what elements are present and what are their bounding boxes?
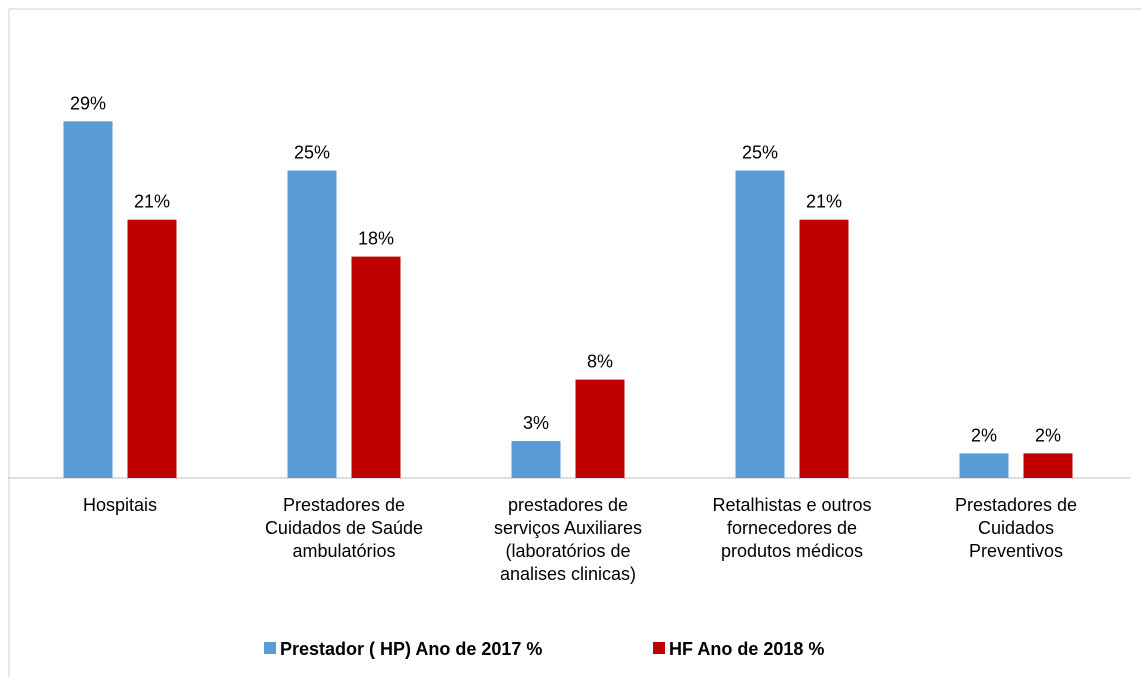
x-tick-label: Hospitais — [82, 495, 158, 515]
value-label: 29% — [70, 93, 106, 113]
value-label: 21% — [134, 192, 170, 212]
value-label: 3% — [523, 413, 549, 433]
chart-frame — [8, 8, 1141, 677]
bar — [511, 441, 561, 478]
value-label: 2% — [971, 425, 997, 445]
x-tick-label: Prestadores de Cuidados de Saúde ambulat… — [264, 495, 424, 561]
value-label: 2% — [1035, 425, 1061, 445]
bar — [351, 256, 401, 478]
value-label: 18% — [358, 229, 394, 249]
legend-label: HF Ano de 2018 % — [669, 639, 824, 659]
bar — [575, 379, 625, 478]
legend-label: Prestador ( HP) Ano de 2017 % — [280, 639, 542, 659]
value-label: 25% — [294, 143, 330, 163]
x-tick-label: Retalhistas e outros fornecedores de pro… — [712, 495, 872, 561]
value-label: 25% — [742, 143, 778, 163]
bar — [799, 219, 849, 478]
bar — [735, 170, 785, 478]
bar — [63, 121, 113, 479]
x-tick-label: Prestadores de Cuidados Preventivos — [954, 495, 1078, 561]
bar — [959, 453, 1009, 478]
value-label: 21% — [806, 192, 842, 212]
x-tick-label: prestadores de serviços Auxiliares (labo… — [493, 495, 643, 584]
value-label: 8% — [587, 352, 613, 372]
legend-swatch — [264, 642, 276, 654]
bar — [287, 170, 337, 478]
legend-swatch — [653, 642, 665, 654]
bar — [127, 219, 177, 478]
bar — [1023, 453, 1073, 478]
